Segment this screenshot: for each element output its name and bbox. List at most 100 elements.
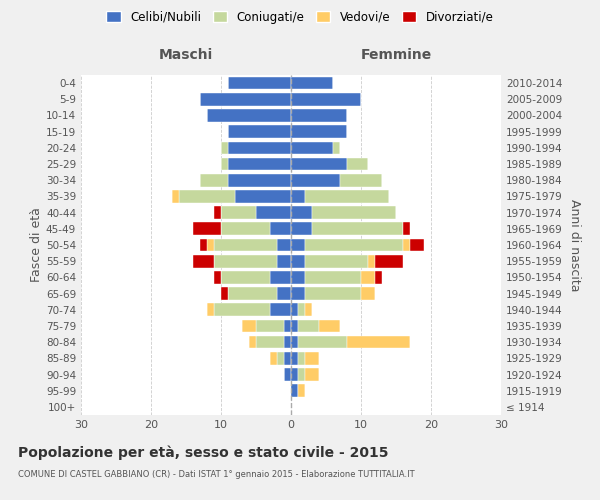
Bar (375, 255, 403, 268)
Bar (221, 271, 270, 283)
Bar (193, 255, 214, 268)
Bar (305, 238, 403, 252)
Bar (291, 255, 305, 268)
Bar (291, 206, 312, 219)
Bar (305, 288, 361, 300)
Bar (340, 174, 382, 186)
Bar (361, 271, 375, 283)
Text: Maschi: Maschi (159, 48, 213, 62)
Bar (291, 304, 298, 316)
Bar (291, 77, 333, 90)
Bar (291, 238, 305, 252)
Text: Femmine: Femmine (361, 48, 431, 62)
Bar (368, 255, 375, 268)
Bar (305, 255, 368, 268)
Bar (221, 142, 228, 154)
Bar (270, 304, 291, 316)
Bar (228, 126, 291, 138)
Bar (207, 238, 214, 252)
Bar (277, 352, 284, 364)
Bar (298, 384, 305, 397)
Bar (312, 206, 396, 219)
Bar (256, 320, 284, 332)
Bar (305, 190, 389, 202)
Bar (291, 320, 298, 332)
Bar (347, 336, 410, 348)
Bar (347, 158, 368, 170)
Bar (291, 352, 298, 364)
Bar (375, 271, 382, 283)
Bar (333, 142, 340, 154)
Bar (298, 336, 347, 348)
Bar (298, 352, 305, 364)
Bar (200, 238, 207, 252)
Bar (291, 93, 361, 106)
Bar (221, 288, 228, 300)
Bar (305, 304, 312, 316)
Bar (284, 336, 291, 348)
Bar (221, 206, 256, 219)
Bar (312, 222, 403, 235)
Bar (291, 126, 347, 138)
Bar (291, 158, 347, 170)
Bar (270, 222, 291, 235)
Bar (305, 271, 361, 283)
Bar (228, 142, 291, 154)
Bar (291, 109, 347, 122)
Bar (214, 304, 270, 316)
Bar (291, 190, 305, 202)
Bar (270, 352, 277, 364)
Bar (270, 271, 291, 283)
Text: COMUNE DI CASTEL GABBIANO (CR) - Dati ISTAT 1° gennaio 2015 - Elaborazione TUTTI: COMUNE DI CASTEL GABBIANO (CR) - Dati IS… (18, 470, 415, 479)
Bar (172, 190, 179, 202)
Bar (277, 288, 291, 300)
Bar (214, 255, 277, 268)
Bar (291, 368, 298, 381)
Bar (214, 206, 221, 219)
Bar (221, 158, 228, 170)
Bar (284, 368, 291, 381)
Bar (291, 384, 298, 397)
Bar (291, 288, 305, 300)
Bar (277, 255, 291, 268)
Bar (256, 206, 291, 219)
Bar (214, 271, 221, 283)
Bar (228, 77, 291, 90)
Y-axis label: Anni di nascita: Anni di nascita (568, 198, 581, 291)
Bar (291, 222, 312, 235)
Bar (228, 288, 277, 300)
Bar (200, 174, 228, 186)
Bar (256, 336, 284, 348)
Bar (284, 352, 291, 364)
Bar (221, 222, 270, 235)
Bar (305, 352, 319, 364)
Bar (361, 288, 375, 300)
Bar (403, 222, 410, 235)
Bar (403, 238, 410, 252)
Bar (298, 368, 305, 381)
Bar (291, 142, 333, 154)
Bar (291, 271, 305, 283)
Bar (298, 320, 319, 332)
Bar (410, 238, 424, 252)
Bar (291, 174, 340, 186)
Bar (228, 174, 291, 186)
Bar (214, 238, 277, 252)
Bar (305, 368, 319, 381)
Bar (284, 320, 291, 332)
Bar (249, 336, 256, 348)
Legend: Celibi/Nubili, Coniugati/e, Vedovi/e, Divorziati/e: Celibi/Nubili, Coniugati/e, Vedovi/e, Di… (101, 6, 499, 28)
Bar (193, 222, 221, 235)
Bar (242, 320, 256, 332)
Bar (207, 304, 214, 316)
Bar (228, 158, 291, 170)
Text: Popolazione per età, sesso e stato civile - 2015: Popolazione per età, sesso e stato civil… (18, 445, 389, 460)
Bar (200, 93, 291, 106)
Bar (277, 238, 291, 252)
Y-axis label: Fasce di età: Fasce di età (30, 208, 43, 282)
Bar (291, 336, 298, 348)
Bar (179, 190, 235, 202)
Bar (207, 109, 291, 122)
Bar (235, 190, 291, 202)
Bar (319, 320, 340, 332)
